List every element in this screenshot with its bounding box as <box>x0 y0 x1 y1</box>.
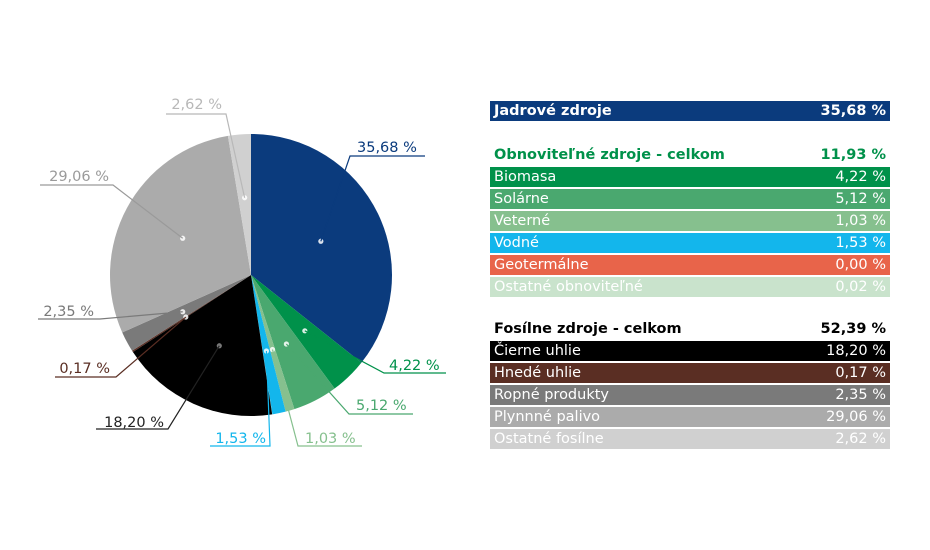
legend-row: Čierne uhlie 18,20 % <box>490 341 890 361</box>
legend-label: Solárne <box>494 191 549 207</box>
legend-label: Ostatné obnoviteľné <box>494 279 643 295</box>
pie-slice <box>132 275 251 353</box>
legend-value: 0,17 % <box>835 365 886 381</box>
legend-row: Biomasa 4,22 % <box>490 167 890 187</box>
legend-row: Veterné 1,03 % <box>490 211 890 231</box>
legend-row: Solárne 5,12 % <box>490 189 890 209</box>
pie-slice <box>251 275 335 410</box>
legend-value: 4,22 % <box>835 169 886 185</box>
legend-label: Ropné produkty <box>494 387 609 403</box>
pie-leader-line <box>210 350 271 447</box>
legend-value: 0,02 % <box>835 279 886 295</box>
legend-label: Geotermálne <box>494 257 589 273</box>
pie-leader-line <box>285 343 413 415</box>
pie-slice <box>132 275 273 416</box>
legend-value-nuclear: 35,68 % <box>820 103 886 119</box>
pie-leader-lines <box>38 113 446 447</box>
legend-value: 18,20 % <box>826 343 886 359</box>
pie-data-labels: 35,68 % 4,22 % 5,12 % 1,03 % 1,53 % 18,20 % 0,… <box>43 97 439 447</box>
legend-label: Vodné <box>494 235 539 251</box>
legend-row-nuclear: Jadrové zdroje 35,68 % <box>490 101 890 121</box>
pie-slice <box>122 275 251 351</box>
legend-row: Plynnné palivo 29,06 % <box>490 407 890 427</box>
legend-group-fossil: Čierne uhlie 18,20 % Hnedé uhlie 0,17 % Ropn… <box>490 341 890 449</box>
pie-data-label: 4,22 % <box>389 358 440 374</box>
legend-label: Ostatné fosílne <box>494 431 604 447</box>
legend-label: Plynnné palivo <box>494 409 601 425</box>
pie-leader-line <box>55 316 187 378</box>
legend-header-value: 11,93 % <box>820 147 886 163</box>
legend-label: Čierne uhlie <box>494 343 581 359</box>
pie-leader-line <box>96 345 220 430</box>
pie-slice <box>251 134 392 363</box>
legend-value: 1,53 % <box>835 235 886 251</box>
legend-row: Hnedé uhlie 0,17 % <box>490 363 890 383</box>
pie-leader-line <box>320 155 425 242</box>
pie-data-label: 1,03 % <box>305 431 356 447</box>
legend-header-value: 52,39 % <box>820 321 886 337</box>
legend-label: Hnedé uhlie <box>494 365 582 381</box>
pie-data-label: 35,68 % <box>357 140 417 156</box>
legend-value: 1,03 % <box>835 213 886 229</box>
legend-label: Biomasa <box>494 169 557 185</box>
pie-slice <box>110 135 251 333</box>
pie-data-label: 5,12 % <box>356 398 407 414</box>
legend-group-renewables: Biomasa 4,22 % Solárne 5,12 % Veterné 1,03 % V… <box>490 167 890 297</box>
pie-data-label: 1,53 % <box>215 431 266 447</box>
legend-value: 29,06 % <box>826 409 886 425</box>
legend-header-fossil: Fosílne zdroje - celkom 52,39 % <box>490 319 890 339</box>
pie-data-label: 2,62 % <box>171 97 222 113</box>
legend-value: 2,62 % <box>835 431 886 447</box>
pie-leader-line <box>40 184 184 239</box>
pie-slice <box>251 275 286 415</box>
pie-data-label: 2,35 % <box>43 304 94 320</box>
legend-value: 5,12 % <box>835 191 886 207</box>
pie-slice <box>251 275 295 412</box>
pie-leader-line <box>304 330 446 374</box>
pie-leader-line <box>38 311 183 320</box>
legend-value: 0,00 % <box>835 257 886 273</box>
legend-table: Jadrové zdroje 35,68 % Obnoviteľné zdroj… <box>490 101 890 451</box>
legend-label: Veterné <box>494 213 551 229</box>
legend-value: 2,35 % <box>835 387 886 403</box>
legend-row: Ropné produkty 2,35 % <box>490 385 890 405</box>
legend-header-label: Fosílne zdroje - celkom <box>494 321 682 337</box>
pie-leader-line <box>271 349 362 447</box>
legend-row: Geotermálne 0,00 % <box>490 255 890 275</box>
legend-row: Ostatné obnoviteľné 0,02 % <box>490 277 890 297</box>
legend-header-renewables: Obnoviteľné zdroje - celkom 11,93 % <box>490 145 890 165</box>
pie-leader-line <box>166 113 246 198</box>
legend-label-nuclear: Jadrové zdroje <box>494 103 612 119</box>
pie-slices <box>110 134 392 416</box>
pie-data-label: 0,17 % <box>59 361 110 377</box>
legend-row: Vodné 1,53 % <box>490 233 890 253</box>
legend-row: Ostatné fosílne 2,62 % <box>490 429 890 449</box>
legend-header-label: Obnoviteľné zdroje - celkom <box>494 147 725 163</box>
pie-data-label: 29,06 % <box>49 169 109 185</box>
pie-slice <box>227 134 251 275</box>
pie-data-label: 18,20 % <box>104 415 164 431</box>
